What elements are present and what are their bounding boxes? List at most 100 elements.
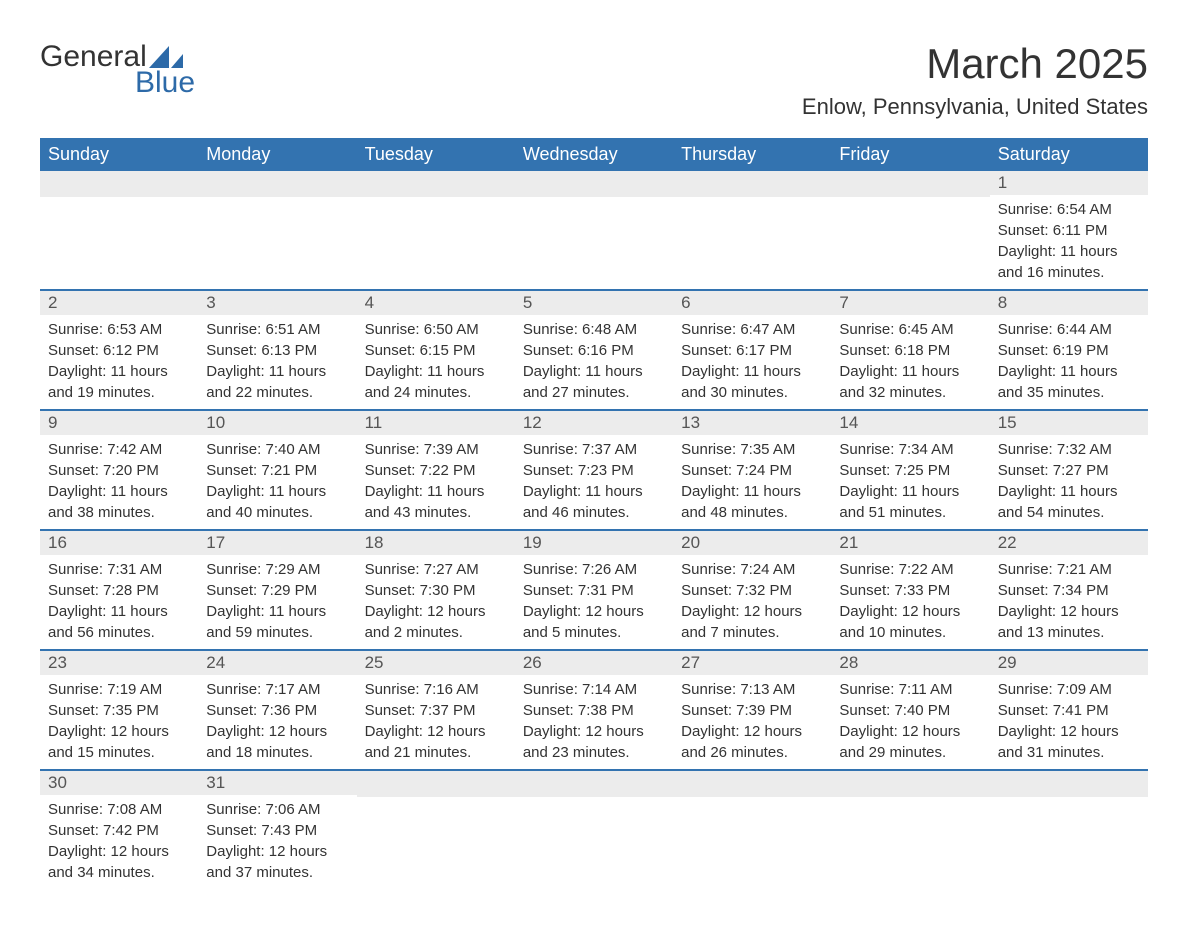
sunrise-text: Sunrise: 7:19 AM [48, 679, 190, 700]
daylight-text-2: and 24 minutes. [365, 382, 507, 403]
daylight-text-1: Daylight: 11 hours [365, 481, 507, 502]
day-number [831, 171, 989, 197]
day-number: 25 [357, 651, 515, 675]
daylight-text-1: Daylight: 12 hours [839, 601, 981, 622]
day-content: Sunrise: 7:37 AMSunset: 7:23 PMDaylight:… [515, 435, 673, 529]
day-number: 7 [831, 291, 989, 315]
day-content: Sunrise: 6:47 AMSunset: 6:17 PMDaylight:… [673, 315, 831, 409]
day-number: 20 [673, 531, 831, 555]
day-header-sunday: Sunday [40, 138, 198, 171]
daylight-text-1: Daylight: 12 hours [998, 601, 1140, 622]
sunrise-text: Sunrise: 7:27 AM [365, 559, 507, 580]
day-cell: 11Sunrise: 7:39 AMSunset: 7:22 PMDayligh… [357, 411, 515, 529]
sunset-text: Sunset: 7:29 PM [206, 580, 348, 601]
sunset-text: Sunset: 7:23 PM [523, 460, 665, 481]
day-cell: 30Sunrise: 7:08 AMSunset: 7:42 PMDayligh… [40, 771, 198, 889]
sunrise-text: Sunrise: 7:11 AM [839, 679, 981, 700]
sunset-text: Sunset: 7:43 PM [206, 820, 348, 841]
day-cell: 9Sunrise: 7:42 AMSunset: 7:20 PMDaylight… [40, 411, 198, 529]
day-number [357, 771, 515, 797]
daylight-text-1: Daylight: 12 hours [681, 601, 823, 622]
day-cell [40, 171, 198, 289]
daylight-text-2: and 59 minutes. [206, 622, 348, 643]
sunset-text: Sunset: 7:32 PM [681, 580, 823, 601]
sunset-text: Sunset: 7:33 PM [839, 580, 981, 601]
page-header: General Blue March 2025 Enlow, Pennsylva… [40, 40, 1148, 120]
sunrise-text: Sunrise: 7:26 AM [523, 559, 665, 580]
day-cell: 3Sunrise: 6:51 AMSunset: 6:13 PMDaylight… [198, 291, 356, 409]
day-number: 13 [673, 411, 831, 435]
sunrise-text: Sunrise: 7:31 AM [48, 559, 190, 580]
day-cell: 8Sunrise: 6:44 AMSunset: 6:19 PMDaylight… [990, 291, 1148, 409]
daylight-text-1: Daylight: 11 hours [998, 481, 1140, 502]
day-cell: 28Sunrise: 7:11 AMSunset: 7:40 PMDayligh… [831, 651, 989, 769]
day-number: 18 [357, 531, 515, 555]
day-content: Sunrise: 7:16 AMSunset: 7:37 PMDaylight:… [357, 675, 515, 769]
day-number: 27 [673, 651, 831, 675]
sunrise-text: Sunrise: 6:45 AM [839, 319, 981, 340]
sunrise-text: Sunrise: 6:47 AM [681, 319, 823, 340]
sunrise-text: Sunrise: 7:13 AM [681, 679, 823, 700]
daylight-text-2: and 48 minutes. [681, 502, 823, 523]
logo-text-main: General [40, 40, 147, 74]
daylight-text-2: and 18 minutes. [206, 742, 348, 763]
daylight-text-1: Daylight: 12 hours [681, 721, 823, 742]
daylight-text-1: Daylight: 12 hours [839, 721, 981, 742]
day-content: Sunrise: 6:50 AMSunset: 6:15 PMDaylight:… [357, 315, 515, 409]
daylight-text-2: and 35 minutes. [998, 382, 1140, 403]
day-number [990, 771, 1148, 797]
day-number: 22 [990, 531, 1148, 555]
day-number: 19 [515, 531, 673, 555]
day-number [198, 171, 356, 197]
daylight-text-1: Daylight: 11 hours [839, 361, 981, 382]
day-number [831, 771, 989, 797]
week-row: 16Sunrise: 7:31 AMSunset: 7:28 PMDayligh… [40, 529, 1148, 649]
daylight-text-2: and 16 minutes. [998, 262, 1140, 283]
day-number [673, 171, 831, 197]
daylight-text-1: Daylight: 11 hours [48, 481, 190, 502]
day-content: Sunrise: 7:21 AMSunset: 7:34 PMDaylight:… [990, 555, 1148, 649]
day-number: 8 [990, 291, 1148, 315]
day-content: Sunrise: 7:22 AMSunset: 7:33 PMDaylight:… [831, 555, 989, 649]
day-cell: 20 Sunrise: 7:24 AMSunset: 7:32 PMDayligh… [673, 531, 831, 649]
day-number: 30 [40, 771, 198, 795]
day-content: Sunrise: 6:45 AMSunset: 6:18 PMDaylight:… [831, 315, 989, 409]
sunrise-text: Sunrise: 7:39 AM [365, 439, 507, 460]
day-cell: 18Sunrise: 7:27 AMSunset: 7:30 PMDayligh… [357, 531, 515, 649]
daylight-text-2: and 54 minutes. [998, 502, 1140, 523]
daylight-text-1: Daylight: 12 hours [48, 721, 190, 742]
sunset-text: Sunset: 6:16 PM [523, 340, 665, 361]
day-cell [990, 771, 1148, 889]
sunset-text: Sunset: 7:22 PM [365, 460, 507, 481]
day-number: 26 [515, 651, 673, 675]
sunset-text: Sunset: 7:40 PM [839, 700, 981, 721]
daylight-text-2: and 27 minutes. [523, 382, 665, 403]
daylight-text-2: and 22 minutes. [206, 382, 348, 403]
sunset-text: Sunset: 7:39 PM [681, 700, 823, 721]
day-content: Sunrise: 7:40 AMSunset: 7:21 PMDaylight:… [198, 435, 356, 529]
day-content: Sunrise: 7:39 AMSunset: 7:22 PMDaylight:… [357, 435, 515, 529]
sunset-text: Sunset: 6:11 PM [998, 220, 1140, 241]
sunrise-text: Sunrise: 6:54 AM [998, 199, 1140, 220]
day-cell [673, 171, 831, 289]
day-cell: 23Sunrise: 7:19 AMSunset: 7:35 PMDayligh… [40, 651, 198, 769]
day-number: 5 [515, 291, 673, 315]
day-cell: 22Sunrise: 7:21 AMSunset: 7:34 PMDayligh… [990, 531, 1148, 649]
day-number: 15 [990, 411, 1148, 435]
daylight-text-1: Daylight: 12 hours [998, 721, 1140, 742]
daylight-text-1: Daylight: 11 hours [206, 361, 348, 382]
day-content: Sunrise: 7:31 AMSunset: 7:28 PMDaylight:… [40, 555, 198, 649]
daylight-text-1: Daylight: 12 hours [206, 721, 348, 742]
day-header-friday: Friday [831, 138, 989, 171]
title-block: March 2025 Enlow, Pennsylvania, United S… [802, 40, 1148, 120]
day-cell [831, 171, 989, 289]
daylight-text-2: and 2 minutes. [365, 622, 507, 643]
daylight-text-2: and 7 minutes. [681, 622, 823, 643]
day-cell: 17Sunrise: 7:29 AMSunset: 7:29 PMDayligh… [198, 531, 356, 649]
day-cell: 1Sunrise: 6:54 AMSunset: 6:11 PMDaylight… [990, 171, 1148, 289]
daylight-text-2: and 37 minutes. [206, 862, 348, 883]
daylight-text-2: and 23 minutes. [523, 742, 665, 763]
sunrise-text: Sunrise: 7:24 AM [681, 559, 823, 580]
daylight-text-1: Daylight: 11 hours [839, 481, 981, 502]
week-row: 9Sunrise: 7:42 AMSunset: 7:20 PMDaylight… [40, 409, 1148, 529]
